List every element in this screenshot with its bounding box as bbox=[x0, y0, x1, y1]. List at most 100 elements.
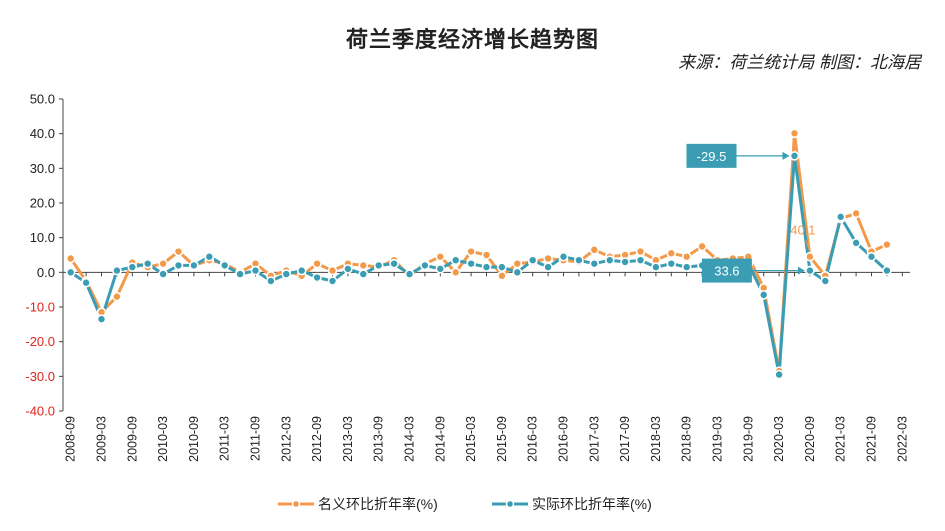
x-tick-label: 2011-03 bbox=[218, 416, 232, 461]
x-tick-label: 2020-03 bbox=[772, 416, 786, 462]
data-point-nominal bbox=[589, 245, 600, 255]
y-tick-label: -20.0 bbox=[25, 334, 55, 349]
callout-arrow bbox=[797, 266, 805, 275]
y-tick-label: 30.0 bbox=[30, 161, 55, 176]
x-tick-label: 2010-03 bbox=[156, 416, 170, 462]
x-tick-label: 2009-09 bbox=[125, 416, 139, 462]
x-tick-label: 2021-03 bbox=[834, 416, 848, 462]
y-tick-label: 50.0 bbox=[30, 92, 55, 107]
data-point-real bbox=[173, 260, 184, 271]
annotations-group: 40.1 33.6 -29.5 bbox=[686, 143, 816, 283]
data-point-nominal bbox=[466, 246, 476, 257]
data-point-real bbox=[527, 255, 538, 266]
data-point-real bbox=[142, 258, 153, 269]
data-point-real bbox=[835, 212, 846, 222]
data-point-real bbox=[574, 255, 584, 266]
legend-marker-real bbox=[492, 499, 528, 509]
series-points-group bbox=[65, 128, 892, 380]
x-tick-label: 2009-03 bbox=[95, 416, 109, 462]
data-point-real bbox=[327, 276, 338, 286]
x-tick-label: 2014-03 bbox=[403, 416, 417, 462]
data-point-real bbox=[404, 269, 415, 279]
x-tick-label: 2018-09 bbox=[680, 416, 694, 462]
data-point-real bbox=[789, 151, 800, 161]
data-point-real bbox=[620, 257, 630, 267]
data-point-real bbox=[266, 276, 276, 286]
data-point-nominal bbox=[158, 258, 168, 269]
data-point-nominal bbox=[450, 267, 461, 278]
y-tick-label: -30.0 bbox=[25, 369, 55, 384]
data-point-real bbox=[250, 265, 261, 276]
data-point-real bbox=[635, 255, 646, 266]
data-point-real bbox=[112, 265, 122, 276]
data-point-real bbox=[312, 272, 322, 283]
data-point-real bbox=[65, 267, 76, 278]
data-point-real bbox=[435, 264, 446, 274]
data-point-real bbox=[189, 260, 199, 271]
x-tick-label: 2012-03 bbox=[279, 416, 293, 462]
legend-item-nominal: 名义环比折年率(%) bbox=[276, 494, 438, 514]
data-point-real bbox=[820, 276, 831, 286]
data-point-nominal bbox=[635, 246, 646, 257]
data-point-nominal bbox=[666, 248, 677, 259]
x-tick-label: 2021-09 bbox=[865, 416, 879, 462]
callout-box bbox=[686, 143, 737, 168]
data-point-real bbox=[758, 290, 769, 300]
data-point-real bbox=[389, 258, 399, 269]
x-tick-label: 2017-09 bbox=[618, 416, 632, 462]
x-tick-label: 2022-03 bbox=[895, 416, 909, 462]
x-tick-label: 2016-09 bbox=[557, 416, 571, 462]
data-point-real bbox=[466, 258, 476, 269]
data-point-nominal bbox=[805, 251, 815, 262]
data-point-nominal bbox=[789, 128, 800, 139]
data-label-leader bbox=[805, 240, 811, 252]
data-point-nominal bbox=[851, 208, 861, 219]
series-line-nominal bbox=[69, 131, 888, 373]
data-point-real bbox=[204, 251, 215, 262]
data-point-real bbox=[296, 265, 307, 276]
data-point-nominal bbox=[697, 241, 707, 252]
x-tick-label: 2018-03 bbox=[649, 416, 663, 462]
data-point-real bbox=[81, 277, 91, 288]
data-point-real bbox=[851, 238, 861, 248]
data-point-real bbox=[219, 260, 230, 271]
x-tick-label: 2016-03 bbox=[526, 416, 540, 462]
data-label-real: -29.5 bbox=[697, 149, 727, 164]
data-point-real bbox=[420, 260, 430, 271]
data-point-nominal bbox=[681, 251, 692, 262]
data-point-nominal bbox=[173, 246, 184, 257]
data-point-nominal bbox=[65, 253, 76, 264]
x-tick-label: 2014-09 bbox=[433, 416, 447, 462]
x-tick-label: 2020-09 bbox=[803, 416, 817, 462]
data-point-nominal bbox=[497, 270, 507, 281]
legend-marker-nominal bbox=[278, 499, 314, 509]
data-point-real bbox=[805, 265, 815, 276]
chart-source-note: 来源：荷兰统计局 制图：北海居 bbox=[678, 53, 921, 72]
data-point-real bbox=[497, 262, 507, 272]
y-tick-label: 0.0 bbox=[37, 265, 55, 280]
data-point-real bbox=[450, 255, 461, 266]
data-point-real bbox=[481, 262, 492, 272]
data-point-nominal bbox=[435, 251, 446, 262]
data-point-nominal bbox=[882, 239, 892, 250]
data-point-real bbox=[373, 260, 384, 271]
legend-label-nominal: 名义环比折年率(%) bbox=[318, 496, 438, 512]
callout-box bbox=[701, 258, 752, 283]
data-label-real: 33.6 bbox=[714, 264, 739, 279]
data-point-real bbox=[235, 269, 245, 279]
x-tick-label: 2011-09 bbox=[249, 416, 263, 461]
data-point-nominal bbox=[512, 258, 523, 269]
x-tick-label: 2008-09 bbox=[64, 416, 78, 462]
data-point-nominal bbox=[327, 265, 338, 276]
data-point-real bbox=[589, 258, 600, 269]
data-label-nominal-peak: 40.1 bbox=[790, 223, 815, 238]
x-tick-label: 2010-09 bbox=[187, 416, 201, 462]
x-tick-label: 2013-03 bbox=[341, 416, 355, 462]
callout-arrow bbox=[782, 151, 790, 160]
data-point-real bbox=[882, 265, 892, 276]
data-point-real bbox=[558, 251, 569, 262]
data-point-real bbox=[512, 267, 523, 278]
y-tick-label: 40.0 bbox=[30, 126, 55, 141]
data-point-nominal bbox=[312, 258, 322, 269]
